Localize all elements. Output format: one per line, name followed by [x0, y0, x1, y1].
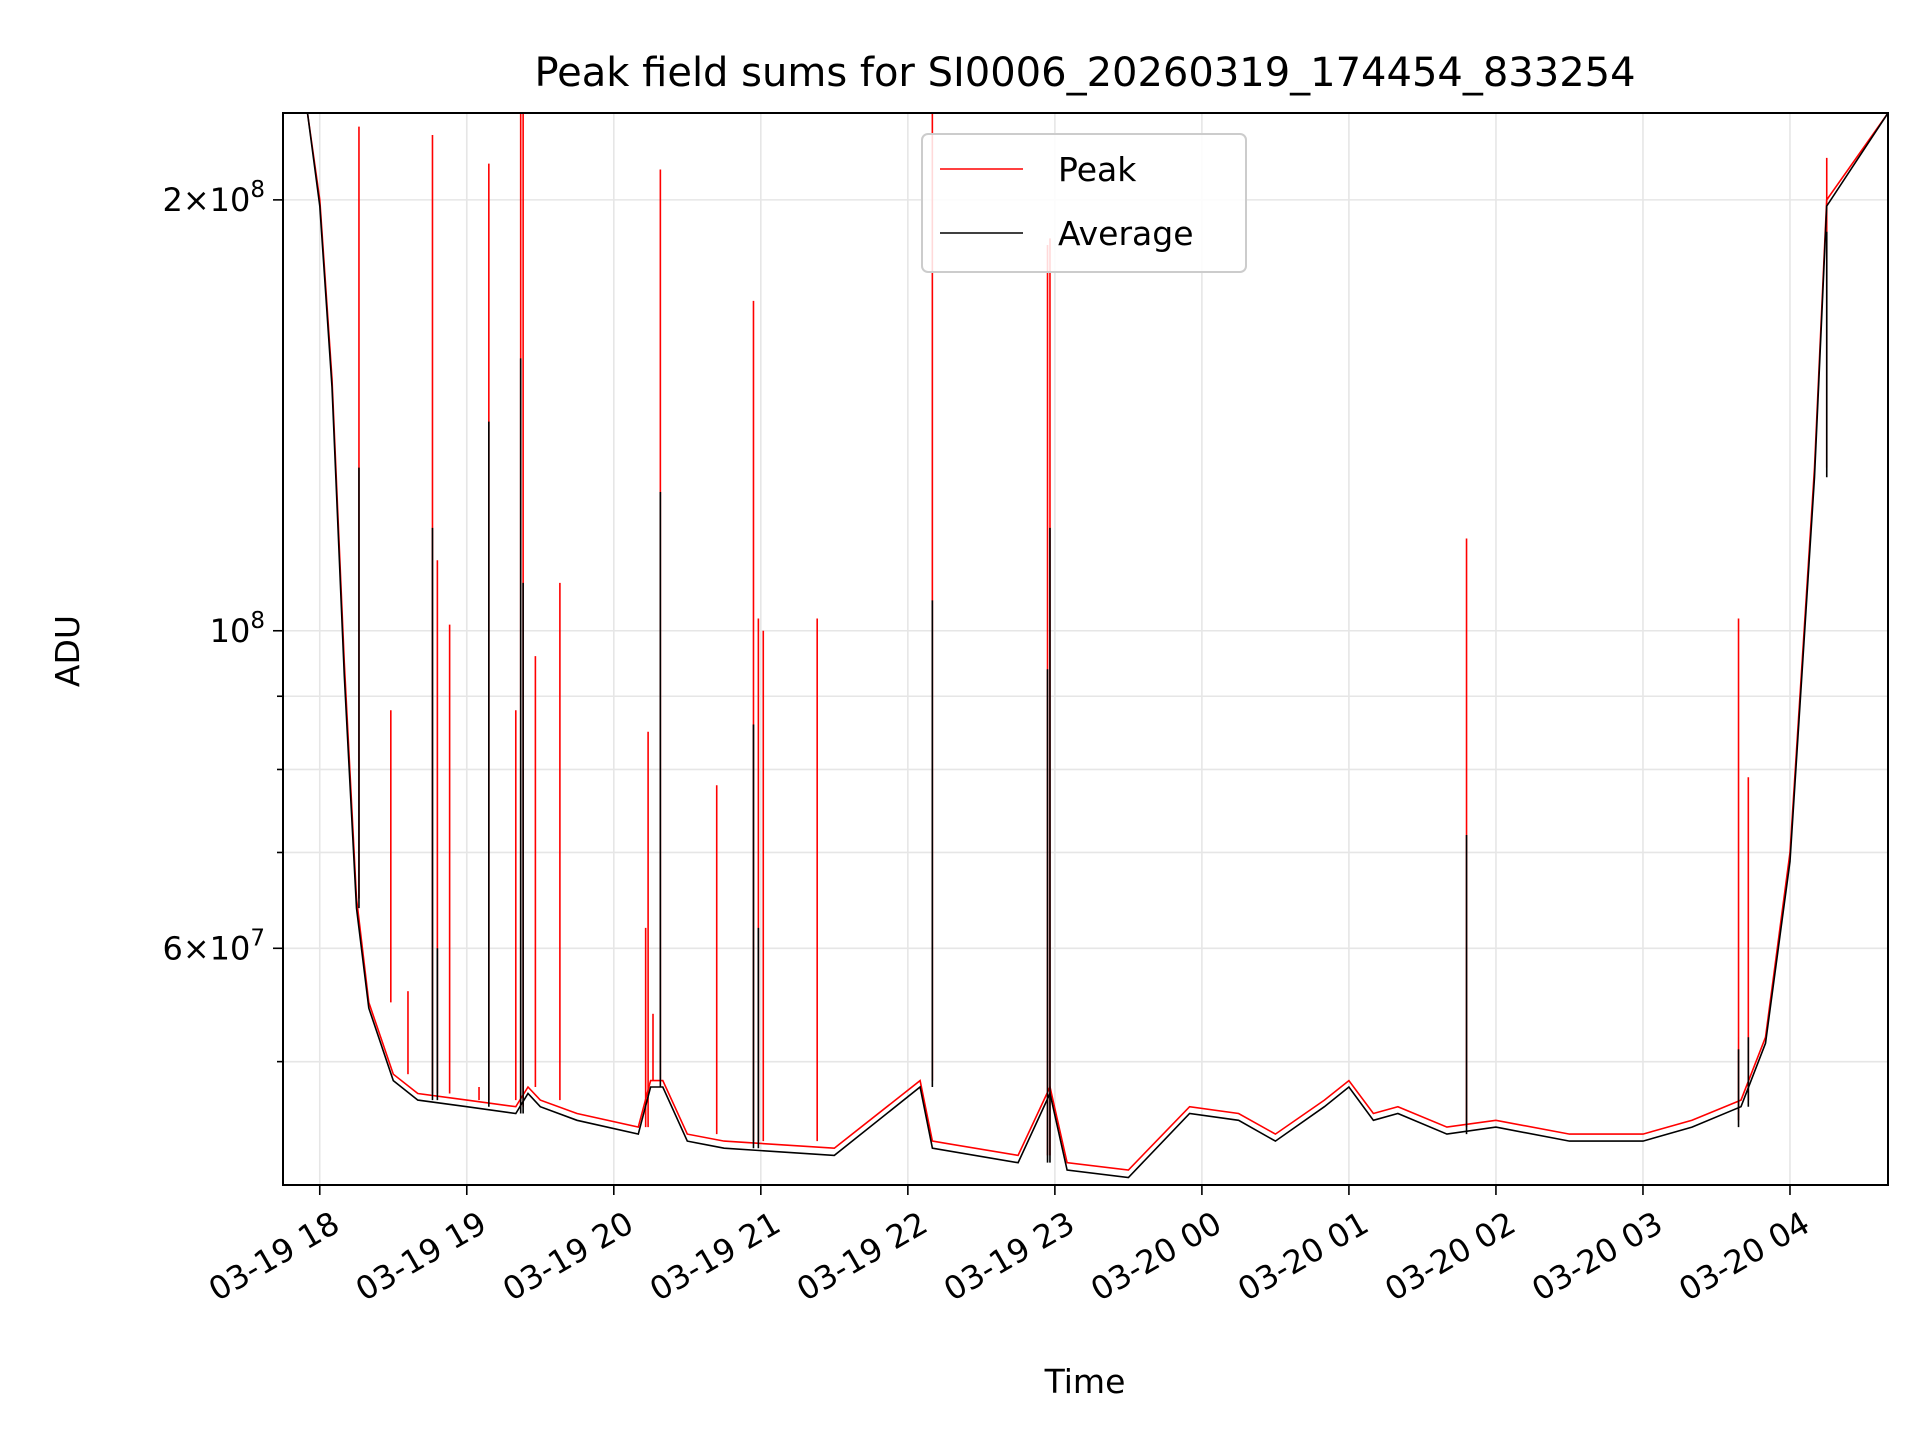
- series-line-average: [283, 113, 1888, 1179]
- y-tick-label: 2×108: [162, 177, 265, 219]
- y-axis: 6×107 108 2×108: [162, 177, 283, 1063]
- y-tick-label: 6×107: [162, 925, 265, 967]
- y-tick-label: 108: [210, 608, 265, 650]
- x-axis-label: Time: [1044, 1362, 1126, 1401]
- y-axis-label: ADU: [48, 615, 87, 687]
- series-line-peak: [283, 113, 1888, 1171]
- legend-label-average: Average: [1058, 214, 1194, 253]
- axes-frame: [282, 112, 1889, 1186]
- plot-area: [283, 113, 1888, 1179]
- chart-title: Peak field sums for SI0006_20260319_1744…: [534, 50, 1635, 96]
- legend-label-peak: Peak: [1058, 150, 1137, 189]
- legend: Peak Average: [921, 133, 1247, 273]
- series-average: [283, 113, 1888, 1179]
